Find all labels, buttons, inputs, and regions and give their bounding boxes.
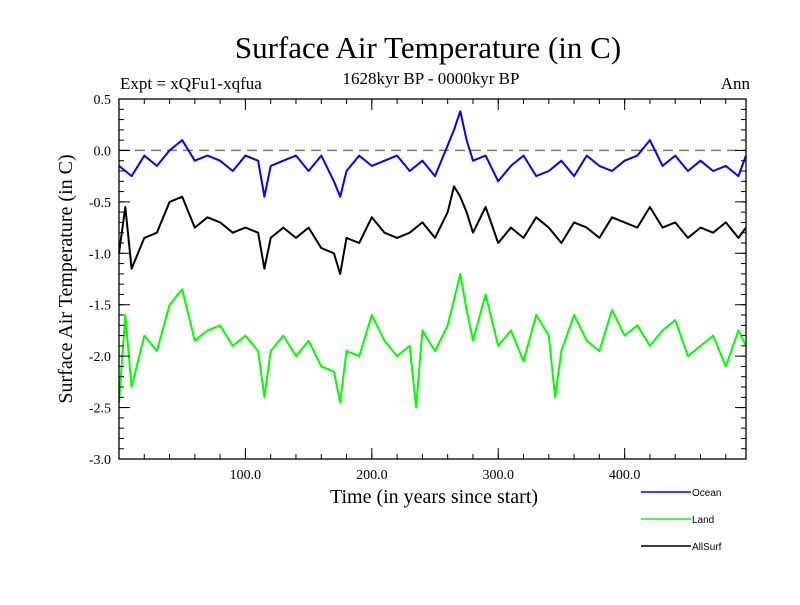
- x-axis-label: Time (in years since start): [330, 486, 538, 508]
- y-tick-label: 0.0: [94, 144, 112, 159]
- y-tick-label: -1.0: [89, 247, 111, 262]
- chart-experiment: Expt = xQFu1-xqfua: [120, 74, 262, 93]
- y-tick-label: -0.5: [89, 196, 111, 211]
- x-tick-label: 200.0: [356, 468, 388, 483]
- x-tick-label: 100.0: [230, 468, 262, 483]
- series-line-allsurf: [118, 185, 747, 275]
- legend: Ocean Land AllSurf: [641, 488, 722, 553]
- y-tick-label: 0.5: [94, 93, 112, 108]
- y-tick-label: -2.5: [89, 402, 111, 417]
- y-tick-label: -2.0: [89, 350, 111, 365]
- chart-title: Surface Air Temperature (in C): [235, 30, 621, 65]
- legend-label-ocean: Ocean: [692, 488, 721, 499]
- x-tick-label: 400.0: [609, 468, 641, 483]
- legend-label-allsurf: AllSurf: [692, 542, 722, 553]
- y-tick-label: -1.5: [89, 299, 111, 314]
- x-tick-label: 300.0: [482, 468, 514, 483]
- chart-subtitle: 1628kyr BP - 0000kyr BP: [343, 69, 520, 88]
- legend-label-land: Land: [692, 515, 714, 526]
- y-tick-label: -3.0: [89, 453, 111, 468]
- plot-layer: 100.0 200.0 300.0 400.0 0.5 0.0 -0.5 -1.0 -1.5 -2…: [89, 93, 747, 483]
- series-line-land: [118, 272, 747, 409]
- plot-frame: [118, 98, 747, 460]
- series-line-ocean: [118, 110, 747, 198]
- chart-season: Ann: [721, 74, 751, 93]
- y-axis-label: Surface Air Temperature (in C): [55, 154, 77, 403]
